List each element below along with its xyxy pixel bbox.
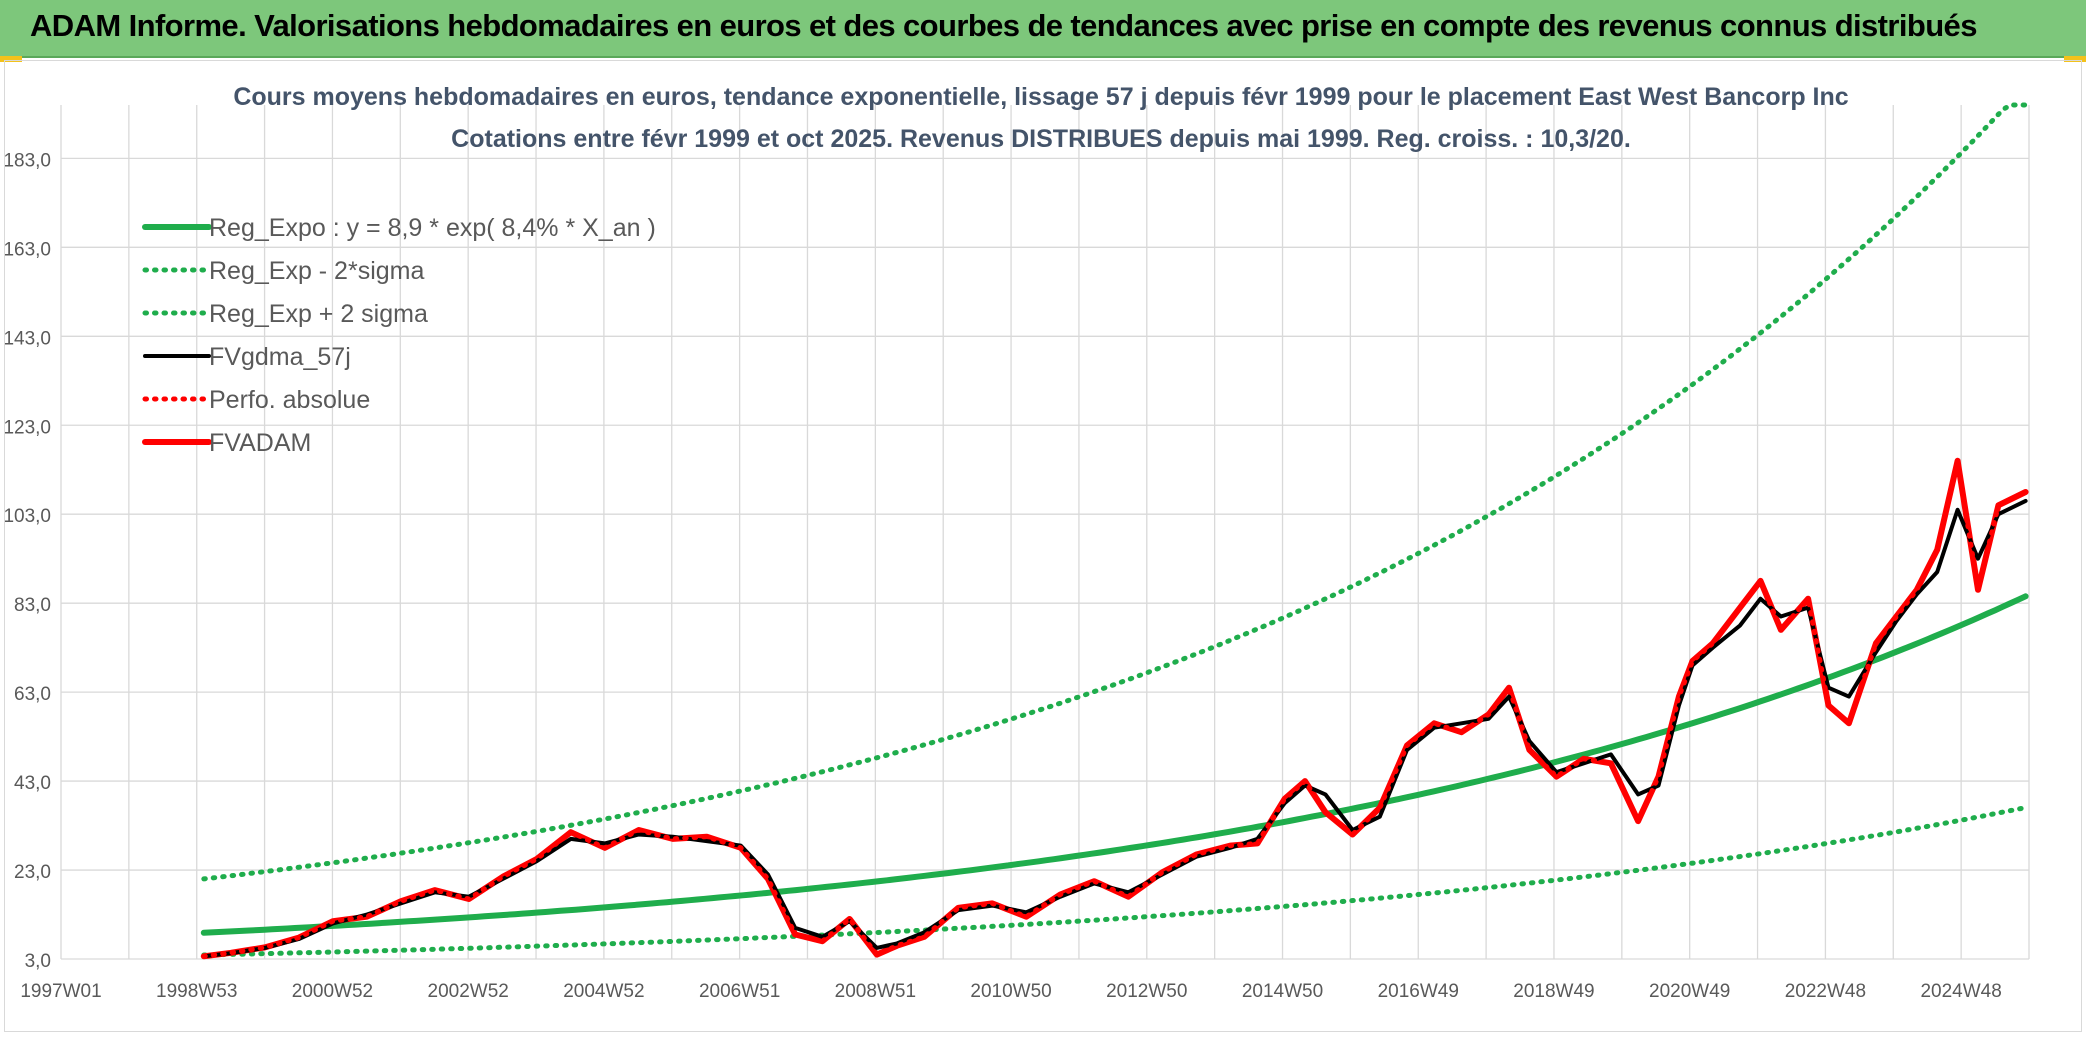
line-chart: Cours moyens hebdomadaires en euros, ten… [5,83,2030,1002]
series-line-1 [201,805,2029,958]
x-tick-label: 1998W53 [156,981,237,1002]
legend: Reg_Expo : y = 8,9 * exp( 8,4% * X_an ) R… [142,214,656,457]
y-tick-label: 183,0 [5,150,51,171]
chart-title: Cours moyens hebdomadaires en euros, ten… [233,83,1848,111]
grid-lines [60,105,2030,960]
legend-label: Reg_Expo : y = 8,9 * exp( 8,4% * X_an ) [209,214,656,242]
corner-marker-right [2064,56,2086,62]
series-line-3 [201,498,2028,959]
series-line-0 [200,593,2029,936]
y-tick-label: 163,0 [5,239,51,260]
x-tick-label: 2024W48 [1920,981,2001,1002]
y-tick-label: 123,0 [5,417,51,438]
x-tick-label: 2002W52 [428,981,509,1002]
x-tick-label: 2012W50 [1106,981,1187,1002]
x-tick-label: 2006W51 [699,981,780,1002]
series-line-2 [201,102,2029,882]
legend-label: FVgdma_57j [209,343,351,371]
x-tick-label: 2016W49 [1378,981,1459,1002]
legend-label: Reg_Exp - 2*sigma [209,257,424,285]
y-axis-ticks: 3,0 23,0 43,0 63,0 83,0 103,0 123,0 143,0 163,0 1… [5,150,51,972]
x-tick-label: 1997W01 [20,981,101,1002]
y-tick-label: 43,0 [14,773,51,794]
chart-subtitle: Cotations entre févr 1999 et oct 2025. R… [451,125,1631,153]
corner-marker-left [0,56,22,62]
y-tick-label: 23,0 [14,862,51,883]
x-tick-label: 2020W49 [1649,981,1730,1002]
series-line-5 [200,457,2029,960]
x-tick-label: 2014W50 [1242,981,1323,1002]
series-line-4 [201,458,2029,959]
chart-area: Cours moyens hebdomadaires en euros, ten… [4,60,2082,1032]
x-tick-label: 2000W52 [292,981,373,1002]
x-tick-label: 2004W52 [563,981,644,1002]
x-tick-label: 2010W50 [970,981,1051,1002]
report-title: ADAM Informe. Valorisations hebdomadaire… [30,8,1977,43]
x-tick-label: 2018W49 [1513,981,1594,1002]
legend-label: Reg_Exp + 2 sigma [209,300,428,328]
x-tick-label: 2022W48 [1785,981,1866,1002]
y-tick-label: 3,0 [25,951,51,972]
legend-label: FVADAM [209,429,311,457]
y-tick-label: 63,0 [14,684,51,705]
legend-label: Perfo. absolue [209,386,370,414]
x-axis-ticks: 1997W01 1998W53 2000W52 2002W52 2004W52 2006W… [20,981,2001,1002]
y-tick-label: 83,0 [14,595,51,616]
x-tick-label: 2008W51 [835,981,916,1002]
y-tick-label: 103,0 [5,506,51,527]
report-header-banner: ADAM Informe. Valorisations hebdomadaire… [0,0,2086,58]
series-lines [200,102,2029,960]
y-tick-label: 143,0 [5,328,51,349]
